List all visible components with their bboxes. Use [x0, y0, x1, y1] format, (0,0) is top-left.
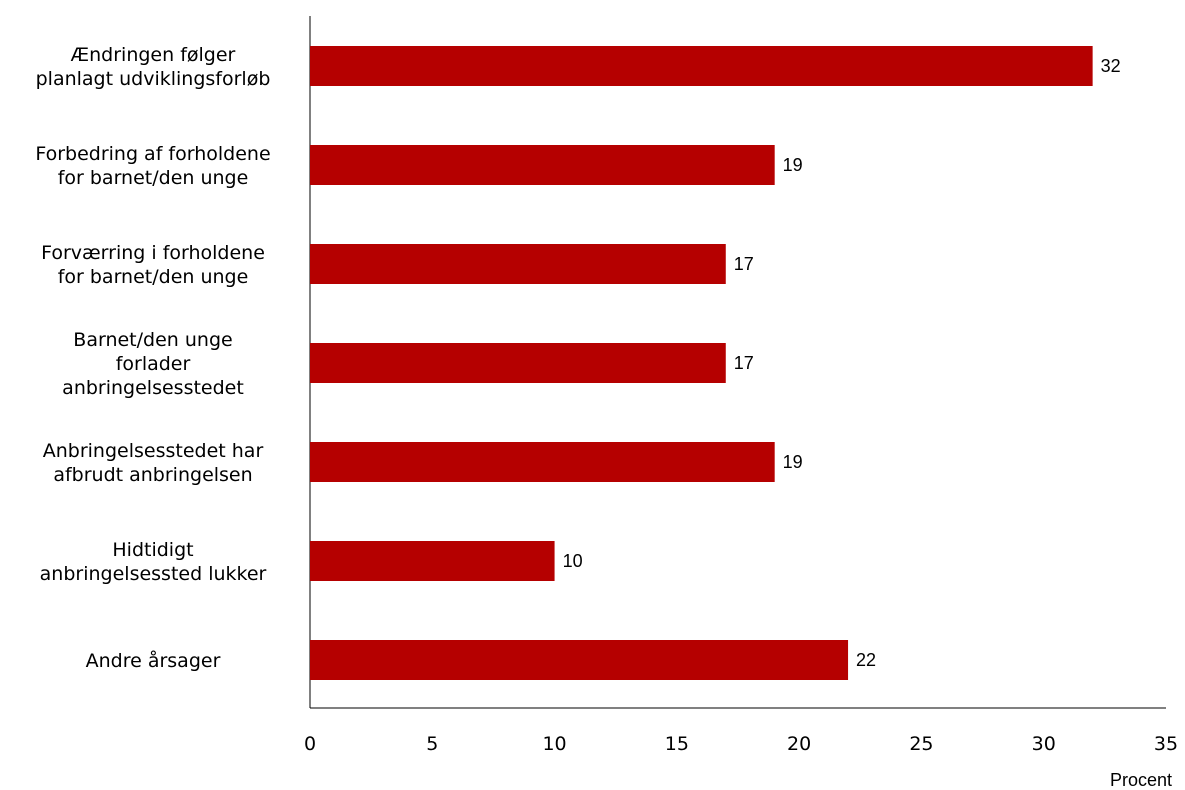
bar	[310, 541, 555, 581]
x-tick-label: 35	[1154, 733, 1178, 755]
x-tick-label: 25	[909, 733, 933, 755]
category-label: Hidtidigt anbringelsessted lukker	[40, 539, 267, 585]
category-label: Anbringelsesstedet har afbrudt anbringels…	[43, 440, 264, 486]
category-labels-group: Ændringen følger planlagt udviklingsforlø…	[35, 44, 270, 672]
category-label-line: Barnet/den unge	[73, 329, 232, 351]
bar	[310, 442, 775, 482]
value-labels-group: 32 19 17 17 19 10 22	[563, 56, 1121, 670]
x-tick-label: 10	[542, 733, 566, 755]
category-label-line: Ændringen følger	[71, 44, 236, 66]
x-tick-label: 5	[426, 733, 438, 755]
bar-value-label: 17	[734, 254, 754, 274]
bar	[310, 343, 726, 383]
bar-value-label: 19	[783, 452, 803, 472]
category-label-line: for barnet/den unge	[58, 167, 249, 189]
bar-value-label: 22	[856, 650, 876, 670]
bar	[310, 640, 849, 680]
category-label: Ændringen følger planlagt udviklingsforlø…	[36, 44, 271, 90]
category-label: Forværring i forholdene for barnet/den un…	[41, 242, 265, 288]
x-axis-title: Procent	[1110, 770, 1172, 790]
bar	[310, 46, 1093, 86]
category-label-line: afbrudt anbringelsen	[53, 464, 252, 486]
category-label-line: for barnet/den unge	[58, 266, 249, 288]
x-ticks-group: 0 5 10 15 20 25 30 35	[304, 733, 1178, 755]
x-tick-label: 0	[304, 733, 316, 755]
bar-value-label: 17	[734, 353, 754, 373]
x-tick-label: 20	[787, 733, 811, 755]
x-tick-label: 30	[1032, 733, 1056, 755]
bars-group	[310, 46, 1093, 680]
category-label-line: anbringelsesstedet	[62, 377, 244, 399]
x-tick-label: 15	[665, 733, 689, 755]
bar	[310, 244, 726, 284]
category-label-line: Forværring i forholdene	[41, 242, 265, 264]
category-label-line: Anbringelsesstedet har	[43, 440, 264, 462]
category-label-line: Forbedring af forholdene	[35, 143, 270, 165]
bar-value-label: 19	[783, 155, 803, 175]
category-label: Barnet/den unge forlader anbringelsesstede…	[62, 329, 244, 399]
bar	[310, 145, 775, 185]
category-label-line: Andre årsager	[86, 649, 221, 672]
category-label-line: forlader	[116, 353, 191, 375]
category-label-line: planlagt udviklingsforløb	[36, 68, 271, 90]
bar-value-label: 10	[563, 551, 583, 571]
bar-value-label: 32	[1101, 56, 1121, 76]
category-label: Forbedring af forholdene for barnet/den u…	[35, 143, 270, 189]
category-label: Andre årsager	[86, 649, 221, 672]
category-label-line: anbringelsessted lukker	[40, 563, 267, 585]
category-label-line: Hidtidigt	[112, 539, 193, 561]
